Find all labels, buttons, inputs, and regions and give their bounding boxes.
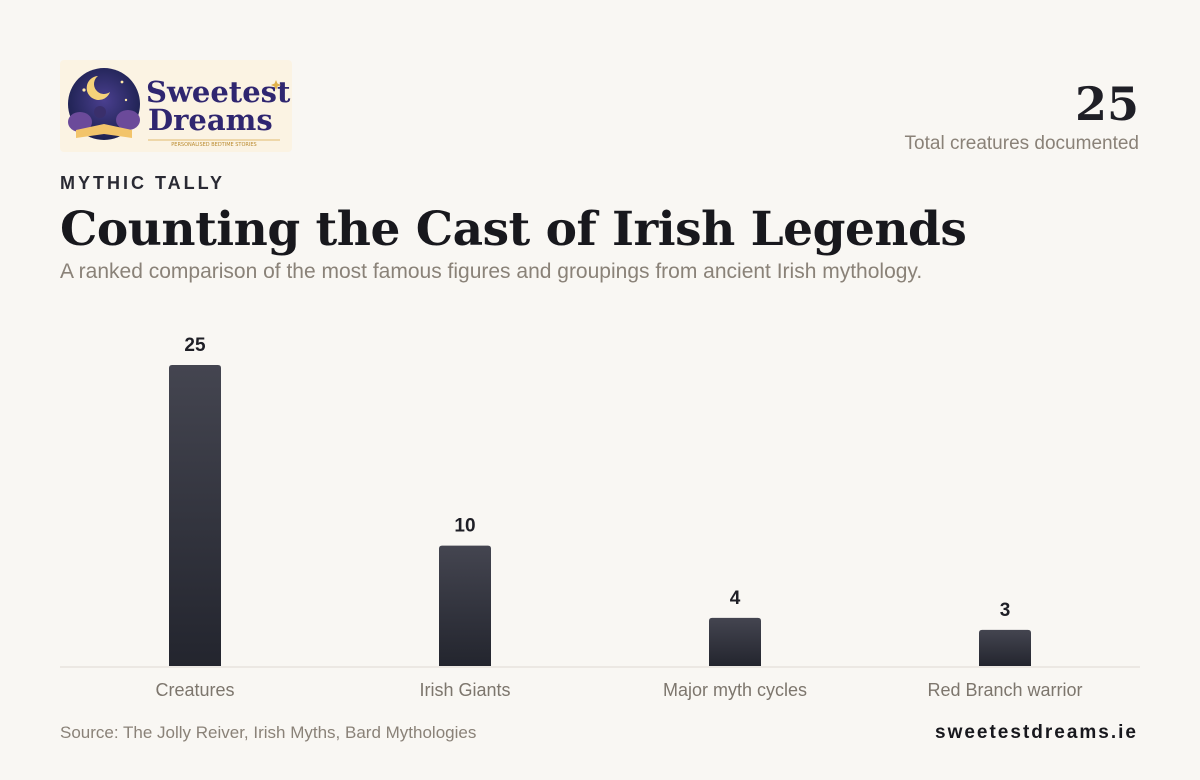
open-book-icon	[76, 124, 132, 138]
summary-label: Total creatures documented	[904, 133, 1139, 154]
star-icon	[124, 98, 128, 102]
logo-line1: Sweetest	[146, 75, 291, 109]
sparkle-icon	[271, 80, 281, 90]
bar-creatures	[169, 365, 221, 666]
summary-value: 25	[1074, 77, 1139, 131]
bush-icon	[116, 110, 140, 130]
logo-line2: Dreams	[148, 103, 273, 137]
star-icon	[82, 88, 86, 92]
child-figure-icon	[94, 106, 106, 118]
bush-icon	[68, 112, 92, 132]
bar-value-label: 10	[454, 516, 475, 537]
brand-logo: Sweetest Dreams PERSONALISED BEDTIME STO…	[60, 60, 292, 152]
x-tick-label: Irish Giants	[419, 680, 510, 700]
logo-tagline: PERSONALISED BEDTIME STORIES	[171, 142, 256, 148]
x-tick-label: Creatures	[155, 680, 234, 700]
moon-icon	[86, 76, 110, 100]
bar-irish-giants	[439, 545, 491, 666]
site-link[interactable]: sweetestdreams.ie	[935, 722, 1138, 743]
bar-major-myth-cycles	[709, 617, 761, 666]
star-icon	[120, 80, 124, 84]
x-tick-label: Red Branch warrior	[927, 680, 1082, 700]
summary-stat: 25 Total creatures documented	[905, 80, 1139, 155]
bar-red-branch-warrior	[979, 629, 1031, 666]
bar-value-label: 25	[184, 335, 206, 356]
bar-value-label: 4	[730, 588, 741, 609]
source-note: Source: The Jolly Reiver, Irish Myths, B…	[60, 723, 477, 742]
chart-title: Counting the Cast of Irish Legends	[60, 202, 967, 257]
x-tick-label: Major myth cycles	[663, 680, 807, 700]
chart-subtitle: A ranked comparison of the most famous f…	[60, 260, 923, 283]
bar-value-label: 3	[1000, 600, 1011, 621]
eyebrow: MYTHIC TALLY	[60, 173, 225, 193]
